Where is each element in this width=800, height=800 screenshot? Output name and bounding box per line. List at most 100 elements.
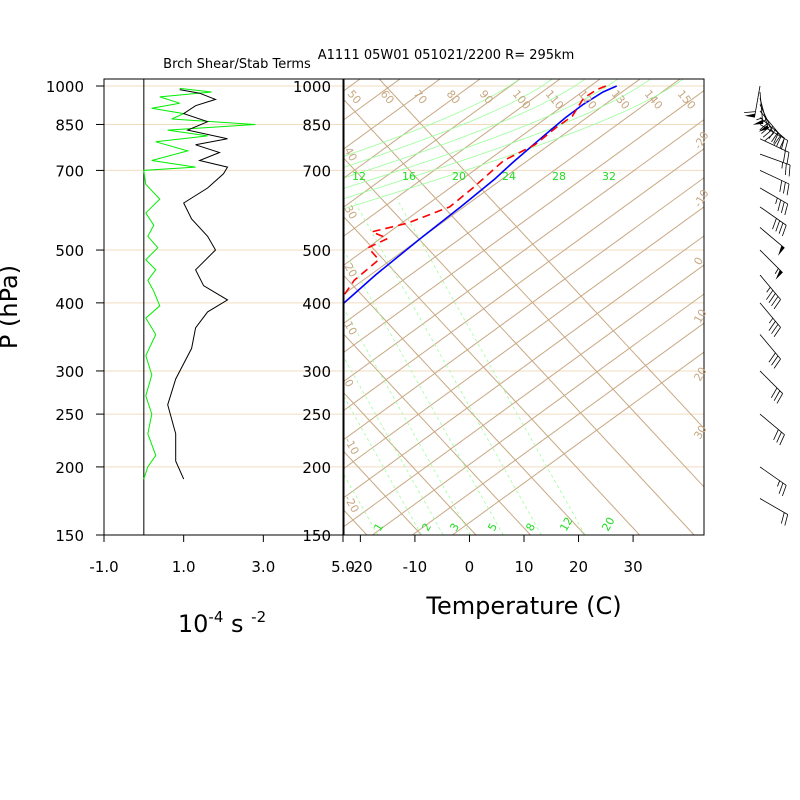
adiabat-label: 60 [378,88,397,107]
adiabat-label: 110 [543,88,566,112]
dry-adiabat [452,351,704,535]
wind-barb-feather [781,485,787,497]
wind-barb-feather [770,387,778,399]
left-pressure-tick: 1000 [46,78,84,96]
isotherm-label: -20 [691,129,711,151]
stability-term-line [167,89,229,480]
mixing-ratio-line [396,198,586,535]
mixing-ratio-line [344,249,504,535]
left-panel-border [103,78,344,536]
moist-adiabat [344,79,520,157]
isotherm [344,333,531,535]
wind-barb-feather [784,163,787,176]
left-pressure-tick: 250 [55,406,84,424]
wind-barb [759,124,789,152]
moist-adiabat-label: 12 [352,170,366,183]
left-panel-title: Brch Shear/Stab Terms [163,57,311,72]
wind-barb [759,117,785,149]
wind-barb-feather [773,135,781,146]
dry-adiabat [344,79,561,237]
wind-barb-feather [773,429,779,441]
moist-adiabat [344,79,553,168]
left-x-tick-label: -1.0 [89,558,118,576]
wind-barb-staff [759,187,788,205]
dry-adiabat [344,119,704,382]
wind-barb-staff [759,124,788,141]
mixing-ratio-line [344,308,471,535]
wind-barb-feather [778,222,784,234]
skewt-title: A1111 05W01 051021/2200 R= 295km [318,48,574,63]
wind-barb-feather [768,129,776,139]
wind-barb-feather [744,111,756,114]
mixing-ratio-label: 1 [371,521,386,534]
left-pressure-tick: 200 [55,459,84,477]
left-pressure-tick: 300 [55,363,84,381]
wind-barb-feather [773,358,781,369]
wind-barb-feather [781,225,787,237]
skewt-profiles [344,85,618,305]
dry-adiabat [344,177,704,440]
wind-barb-feather [783,150,786,162]
skewt-pressure-tick: 300 [302,363,331,381]
moist-adiabat [344,79,684,210]
isotherm [344,392,477,535]
wind-barb-feather [784,140,789,152]
left-pressure-tick: 150 [55,527,84,545]
moist-adiabat-label: 32 [602,170,616,183]
wind-barb-staff [759,110,781,136]
wind-barb-feather [786,152,790,164]
wind-barb-feather [776,135,782,147]
wind-barb-staff [754,85,761,118]
dry-adiabat [344,90,704,353]
wind-barb-feather [766,290,774,300]
dry-adiabat [372,293,704,535]
dry-adiabat [344,235,704,499]
wind-barb-flag [758,125,769,132]
temp-tick-label: -10 [403,558,428,576]
isotherm [344,216,640,535]
left-pressure-tick: 700 [55,162,84,180]
wind-barb-feather [768,293,776,303]
dry-adiabat [344,264,704,528]
wind-barb-half-feather [781,162,783,169]
wind-barb-staff [759,249,783,273]
dry-adiabat [344,79,601,266]
left-pressure-tick: 850 [55,116,84,134]
adiabat-label: 130 [609,88,632,112]
left-panel-frame [103,78,344,536]
dry-adiabat [344,79,481,179]
wind-barb-feather [761,125,771,134]
adiabat-label: 70 [411,88,430,107]
temperature-profile [344,85,618,305]
temp-tick-label: -20 [348,558,373,576]
left-panel-series [143,87,256,480]
axis-ticks: 1502002503004005007008501000150200250300… [46,78,643,576]
wind-barb-feather [773,299,781,310]
dry-adiabat [412,322,704,535]
dewpoint-profile [344,85,607,297]
mixing-ratio-label: 12 [557,515,575,534]
skewt-pressure-tick: 200 [302,459,331,477]
wind-barb [759,413,785,446]
wind-barb-feather [772,218,777,230]
wind-barb [759,187,789,216]
adiabat-label: 150 [675,88,698,112]
left-pressure-tick: 400 [55,295,84,313]
mixing-ratio-label: 5 [485,521,500,534]
wind-barb-feather [775,220,781,232]
wind-barb-feather [771,355,779,366]
wind-barb [759,498,789,526]
wind-barb-feather [784,514,789,526]
adiabat-label: 90 [477,88,496,107]
wind-barb-feather [788,164,791,177]
isotherm [344,99,704,488]
dry-adiabat [344,79,521,208]
wind-barb-feather [780,138,785,150]
wind-barb-feather [768,321,776,331]
isotherm [344,157,695,535]
isotherm [344,275,586,535]
isotherm-label: 10 [691,307,709,326]
moist-adiabat-label: 28 [552,170,566,183]
wind-barb-feather [780,201,785,214]
